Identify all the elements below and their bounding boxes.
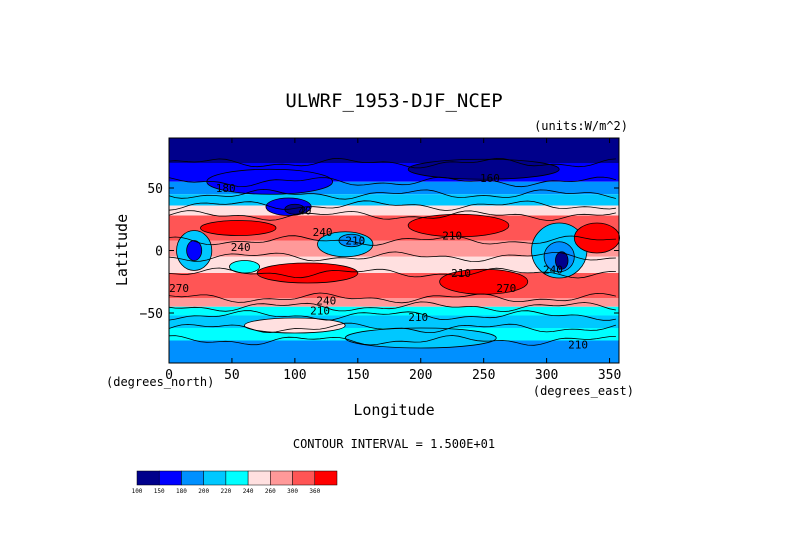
contour-label: 210 <box>451 267 471 280</box>
colorbar-label: 260 <box>265 488 276 495</box>
colorbar-label: 150 <box>154 488 165 495</box>
colorbar-label: 360 <box>309 488 320 495</box>
contour-label: 160 <box>480 172 500 185</box>
contour-line <box>168 310 616 321</box>
colorbar: 100 150 180 200 220 240 260 300 360 <box>132 470 338 495</box>
field-blob <box>407 158 560 180</box>
contour-label: 40 <box>298 205 311 218</box>
contour-line <box>168 210 616 221</box>
colorbar-label: 240 <box>243 488 254 495</box>
contour-line <box>168 292 616 304</box>
y-unit-label: (degrees_north) <box>106 375 214 389</box>
y-axis: −50 0 50 <box>140 182 619 322</box>
field-blob <box>256 262 359 284</box>
contour-line <box>168 235 616 246</box>
contour-line <box>168 301 616 313</box>
field-band <box>169 315 619 328</box>
contour-line <box>168 157 616 169</box>
colorbar-label: 180 <box>176 488 187 495</box>
contour-label: 270 <box>496 282 516 295</box>
y-tick-label: 0 <box>155 245 163 260</box>
colorbar-swatch <box>314 470 338 486</box>
field-blob <box>200 220 277 236</box>
colorbar-swatch <box>158 470 182 486</box>
chart-title: ULWRF_1953-DJF_NCEP <box>285 90 502 112</box>
field-band <box>169 340 619 363</box>
contour-label: 210 <box>568 338 588 351</box>
colorbar-label: 220 <box>220 488 231 495</box>
y-tick-label: 50 <box>147 182 163 197</box>
colorbar-swatch <box>203 470 227 486</box>
colorbar-swatch <box>247 470 271 486</box>
contour-label: 210 <box>408 311 428 324</box>
field-band <box>169 205 619 216</box>
contour-interval-note: CONTOUR INTERVAL = 1.500E+01 <box>293 437 495 451</box>
colorbar-label: 100 <box>132 488 143 495</box>
contour-label: 240 <box>543 263 563 276</box>
x-axis: 0 50 100 150 200 250 300 350 <box>165 138 621 383</box>
field-band <box>169 306 619 316</box>
field-blob <box>555 251 569 270</box>
field-band <box>169 138 619 163</box>
contour-line <box>168 200 616 211</box>
colorbar-label: 300 <box>287 488 298 495</box>
contour-label: 210 <box>310 305 330 318</box>
contour-label: 270 <box>169 282 189 295</box>
contour-line <box>168 335 616 346</box>
x-axis-title: Longitude <box>353 401 434 419</box>
x-unit-label: (degrees_east) <box>533 384 634 398</box>
colorbar-swatch <box>292 470 316 486</box>
contour-label: 210 <box>345 235 365 248</box>
colorbar-swatch <box>225 470 249 486</box>
y-axis-title: Latitude <box>113 214 131 286</box>
x-tick-label: 50 <box>224 368 240 383</box>
contour-line <box>168 176 617 188</box>
colorbar-swatch <box>181 470 204 486</box>
field-blob <box>573 222 621 254</box>
y-tick-label: −50 <box>140 307 163 322</box>
field-band <box>169 194 619 206</box>
contour-label: 180 <box>216 182 236 195</box>
contour-line <box>168 322 617 334</box>
field-band <box>169 273 619 298</box>
field-blob <box>186 240 203 261</box>
contour-line <box>168 251 616 263</box>
contour-line <box>168 188 616 200</box>
x-tick-label: 300 <box>535 368 558 383</box>
contour-label: 240 <box>231 241 251 254</box>
contour-label: 240 <box>313 226 333 239</box>
colorbar-label: 200 <box>198 488 209 495</box>
contour-line <box>168 267 616 279</box>
contour-label: 240 <box>316 295 336 308</box>
x-tick-label: 200 <box>409 368 432 383</box>
x-tick-label: 350 <box>598 368 621 383</box>
field-band <box>169 240 619 257</box>
colorbar-swatch <box>136 470 160 486</box>
x-tick-label: 0 <box>165 368 173 383</box>
x-tick-label: 100 <box>283 368 306 383</box>
x-tick-label: 150 <box>346 368 369 383</box>
plot-area <box>168 137 621 364</box>
units-label: (units:W/m^2) <box>534 119 628 133</box>
x-tick-label: 250 <box>472 368 495 383</box>
colorbar-swatch <box>270 470 293 486</box>
contour-label: 210 <box>442 230 462 243</box>
